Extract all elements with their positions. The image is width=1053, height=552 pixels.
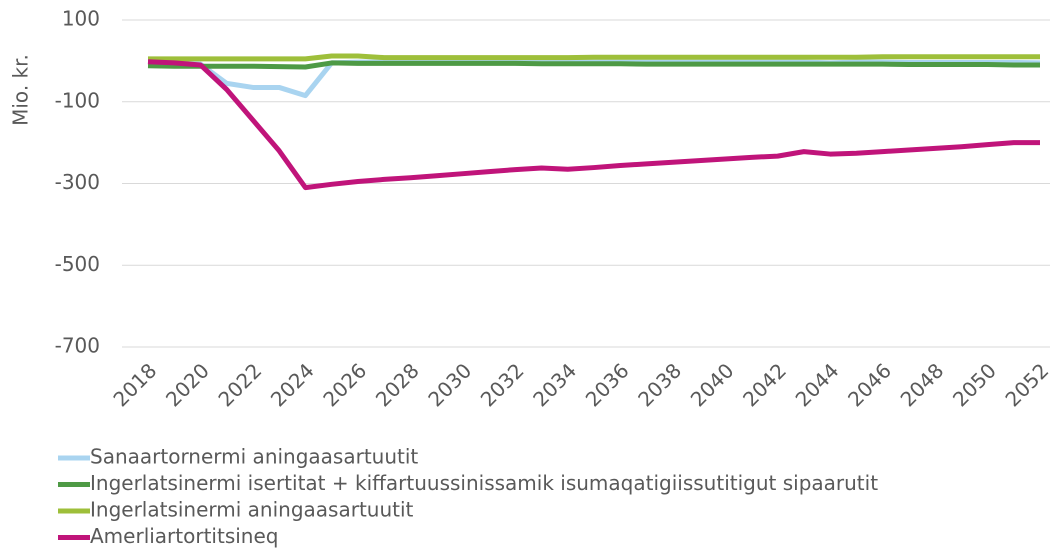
x-tick-label: 2042	[738, 358, 791, 411]
x-tick-label: 2028	[371, 358, 424, 411]
x-tick-label: 2022	[213, 358, 266, 411]
x-tick-label: 2050	[948, 358, 1001, 411]
series-line	[147, 60, 1040, 70]
y-tick-label: -500	[55, 252, 100, 276]
series-line	[148, 53, 1040, 62]
y-tick-label: -100	[55, 88, 100, 112]
x-tick-label: 2024	[266, 358, 319, 411]
y-tick-label: -300	[55, 170, 100, 194]
x-tick-label: 2030	[423, 358, 476, 411]
y-tick-label: 100	[62, 7, 100, 31]
x-tick-label: 2046	[843, 358, 896, 411]
x-tick-label: 2032	[476, 358, 529, 411]
x-tick-label: 2040	[686, 358, 739, 411]
y-tick-label: -700	[55, 334, 100, 358]
legend-label: Sanaartornermi aningaasartuutit	[90, 445, 418, 469]
x-tick-label: 2038	[633, 358, 686, 411]
x-tick-label: 2052	[1000, 358, 1053, 411]
series-line	[147, 59, 1040, 191]
x-tick-label: 2044	[791, 358, 844, 411]
x-tick-label: 2036	[581, 358, 634, 411]
x-tick-label: 2048	[896, 358, 949, 411]
y-axis-label: Mio. kr.	[9, 54, 33, 126]
legend-label: Ingerlatsinermi aningaasartuutit	[90, 498, 414, 522]
x-tick-label: 2020	[161, 358, 214, 411]
legend-label: Ingerlatsinermi isertitat + kiffartuussi…	[90, 471, 878, 495]
x-tick-label: 2018	[108, 358, 161, 411]
x-tick-label: 2034	[528, 358, 581, 411]
x-tick-label: 2026	[318, 358, 371, 411]
legend-label: Amerliartortitsineq	[90, 524, 278, 548]
